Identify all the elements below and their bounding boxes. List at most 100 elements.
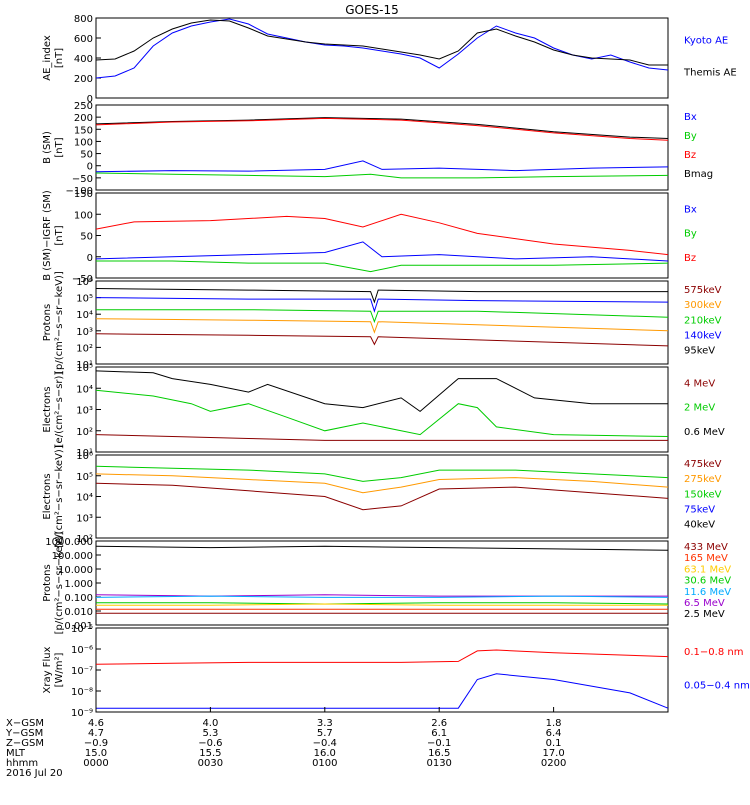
- series-line: [95, 241, 669, 262]
- x-tick-label: 16.5: [428, 748, 450, 759]
- x-tick-label: −0.9: [84, 738, 108, 749]
- y-tick-label: 0.100: [64, 593, 93, 604]
- series-line: [96, 603, 668, 606]
- y-axis-label: [nT]: [54, 137, 65, 157]
- plot-title: GOES-15: [345, 3, 399, 17]
- series-line: [95, 370, 668, 413]
- series-line: [95, 213, 669, 256]
- x-tick-label: 0200: [541, 758, 566, 769]
- y-tick-label: 10³: [76, 327, 93, 338]
- series-line: [95, 318, 669, 334]
- y-tick-label: 150: [74, 189, 93, 200]
- x-tick-label: 0100: [312, 758, 337, 769]
- y-tick-label: −100: [66, 186, 93, 197]
- y-tick-label: 10⁻⁸: [71, 687, 93, 698]
- legend-label: 575keV: [684, 285, 722, 296]
- legend-label: 165 MeV: [684, 553, 728, 564]
- series-line: [95, 473, 669, 494]
- legend-label: Bmag: [684, 169, 713, 180]
- y-tick-label: 800: [74, 14, 93, 25]
- x-tick-label: 4.0: [202, 718, 218, 729]
- y-axis-label: Protons: [42, 304, 53, 341]
- y-tick-label: 600: [74, 34, 93, 45]
- y-axis-label: [e/(cm²−s−sr)]: [54, 372, 65, 448]
- series-line: [95, 117, 669, 139]
- y-axis-label: [W/m²]: [54, 652, 65, 687]
- panel-frame: [95, 540, 669, 626]
- y-tick-label: 10³: [76, 406, 93, 417]
- y-axis-label: Xray Flux: [42, 646, 53, 693]
- y-tick-label: 10⁴: [76, 493, 93, 504]
- legend-label: 2.5 MeV: [684, 609, 725, 620]
- y-axis-label: [p/(cm²−s−sr−keV)]: [54, 271, 65, 374]
- y-tick-label: −50: [72, 174, 93, 185]
- y-tick-label: 0: [87, 253, 93, 264]
- series-line: [96, 673, 669, 709]
- y-axis-label: [nT]: [54, 225, 65, 245]
- y-tick-label: 50: [80, 232, 93, 243]
- y-tick-label: −50: [72, 274, 93, 285]
- y-axis-label: [p/(cm²−s−sr−keV)]: [54, 532, 65, 635]
- series-line: [95, 482, 669, 511]
- x-tick-label: 17.0: [542, 748, 564, 759]
- panel-frame: [95, 627, 669, 713]
- y-tick-label: 0: [87, 94, 93, 105]
- x-tick-label: 3.3: [317, 718, 333, 729]
- series-line: [95, 288, 668, 304]
- x-tick-label: 16.0: [314, 748, 336, 759]
- x-tick-label: 4.7: [88, 728, 104, 739]
- y-axis-label: Electrons: [42, 473, 53, 519]
- y-axis-label: B (SM)−IGRF (SM): [42, 190, 53, 281]
- series-line: [96, 309, 669, 324]
- y-tick-label: 10²: [76, 427, 93, 438]
- x-tick-label: −0.1: [427, 738, 451, 749]
- y-axis-label: AE_index: [42, 35, 53, 81]
- legend-label: 4 MeV: [684, 378, 715, 389]
- series-line: [95, 297, 669, 313]
- y-tick-label: 50: [80, 150, 93, 161]
- y-tick-label: 200: [74, 74, 93, 85]
- legend-label: 63.1 MeV: [684, 564, 731, 575]
- legend-label: 30.6 MeV: [684, 576, 731, 587]
- y-tick-label: 10⁻⁶: [71, 645, 93, 656]
- x-row-label: Z−GSM: [6, 738, 44, 749]
- series-line: [95, 19, 668, 66]
- legend-label: 2 MeV: [684, 403, 715, 414]
- x-tick-label: 5.3: [202, 728, 218, 739]
- y-tick-label: 10⁵: [76, 363, 93, 374]
- series-line: [95, 172, 669, 179]
- series-line: [95, 117, 669, 141]
- y-tick-label: 10⁶: [76, 451, 93, 462]
- x-tick-label: 15.5: [199, 748, 221, 759]
- legend-label: 11.6 MeV: [684, 587, 731, 598]
- y-tick-label: 100: [74, 210, 93, 221]
- y-tick-label: 100: [74, 137, 93, 148]
- y-tick-label: 10⁻⁹: [71, 708, 93, 719]
- x-tick-label: 1.8: [546, 718, 562, 729]
- legend-label: 300keV: [684, 300, 722, 311]
- legend-label: 150keV: [684, 489, 722, 500]
- series-line: [95, 333, 669, 347]
- y-tick-label: 10¹: [76, 360, 93, 371]
- x-tick-label: 15.0: [85, 748, 107, 759]
- y-tick-label: 10⁵: [76, 472, 93, 483]
- legend-label: By: [684, 131, 697, 142]
- panel-frame: [95, 104, 669, 191]
- y-tick-label: 0.001: [64, 621, 93, 632]
- x-tick-label: 4.6: [88, 718, 104, 729]
- x-tick-label: 6.4: [546, 728, 562, 739]
- series-line: [95, 594, 668, 597]
- y-tick-label: 150: [74, 125, 93, 136]
- y-tick-label: 10⁴: [76, 310, 93, 321]
- y-tick-label: 10⁻⁵: [71, 624, 93, 635]
- x-tick-label: 0030: [198, 758, 223, 769]
- legend-label: Kyoto AE: [684, 36, 728, 47]
- y-axis-label: Protons: [42, 564, 53, 601]
- x-row-label: 2016 Jul 20: [6, 768, 63, 779]
- y-tick-label: 10²: [76, 534, 93, 545]
- series-line: [95, 465, 669, 482]
- legend-label: Bz: [684, 253, 696, 264]
- legend-label: Themis AE: [683, 68, 737, 79]
- series-line: [95, 545, 669, 551]
- y-tick-label: 10⁵: [76, 294, 93, 305]
